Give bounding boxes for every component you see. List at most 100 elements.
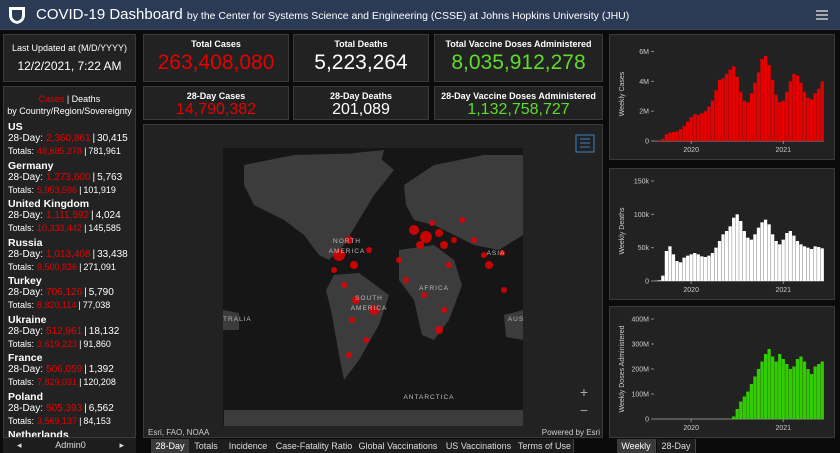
stat-line: 28-Day: 706,126 | 5,790 [8,287,134,299]
bar [707,255,711,281]
bar [714,90,718,141]
title: COVID-19 Dashboard by the Center for Sys… [36,6,629,23]
chart: Weekly Cases 0 2M 4M 6M 2020 2021 [619,49,824,154]
bar [749,93,754,141]
bar [802,246,807,281]
line-label: Totals: [8,338,35,349]
country-row[interactable]: France 28-Day: 506,059 | 1,392 Totals: 7,829,0… [8,352,134,388]
chart-panel: Weekly Cases 0 2M 4M 6M 2020 2021 [609,34,835,160]
line-label: 28-Day: [8,210,44,221]
bar [721,234,725,281]
line-deaths: 271,091 [83,261,116,272]
bar [661,275,665,281]
bar [678,129,683,141]
bar [753,82,757,141]
tab[interactable]: Terms of Use [516,439,574,453]
stat-line: 28-Day: 506,059 | 1,392 [8,364,134,376]
bar [693,253,697,281]
line-label: Totals: [8,415,35,426]
country-name: Germany [8,159,54,172]
stat-line: 28-Day: 1,273,600 | 5,763 [8,172,134,184]
bar [785,364,789,419]
y-tick-label: 100M [631,392,649,399]
bar [749,239,754,281]
country-row[interactable]: Russia 28-Day: 1,013,408 | 33,438 Totals: 9,50… [8,237,134,273]
tab[interactable]: 28-Day [657,439,696,453]
map: NORTH AMERICA SOUTH AMERICA AFRICA ASIA TRALIA… [148,134,600,437]
powered-by: Powered by Esri [542,428,600,437]
list-toggle[interactable] [575,134,595,153]
bar [678,262,683,281]
map-label: NORTH [333,238,361,245]
stat-panel: Total Cases 263,408,080 [143,34,289,82]
bar [760,361,764,419]
map-label: TRALIA [223,316,252,323]
stat-line: Totals: 9,500,836 | 271,091 [8,261,134,273]
line-deaths: 1,392 [88,364,114,375]
line-deaths: 120,208 [83,377,116,387]
country-row[interactable]: Germany 28-Day: 1,273,600 | 5,763 Totals: 5,95… [8,160,134,196]
chart-panel: Weekly Deaths 0 50k 100k 150k 2020 2021 [609,168,835,300]
bar [675,131,679,141]
stat-panel: 28-Day Deaths 201,089 [293,86,429,120]
attribution: Esri, FAO, NOAA [148,428,210,437]
bar [806,369,810,419]
line-label: 28-Day: [8,325,44,337]
x-tick-label: 2020 [683,287,699,294]
subtitle: by the Center for Systems Science and En… [186,10,630,22]
country-row[interactable]: Turkey 28-Day: 706,126 | 5,790 Totals: 8,820,1… [8,275,134,311]
y-tick-label: 300M [631,342,649,349]
country-name: United Kingdom [8,198,90,210]
stat-line: Totals: 7,829,031 | 120,208 [8,376,134,388]
tab[interactable]: Global Vaccinations [355,439,442,453]
updated-label: Last Updated at (M/D/YYYY) [11,43,128,53]
bar [693,114,697,141]
tab[interactable]: Totals [189,439,224,453]
stat-label: Total Cases [191,39,241,49]
bar [771,79,775,141]
tab[interactable]: Case-Fatality Ratio [273,439,356,453]
bar [799,82,803,141]
list-footer[interactable]: ◂ Admin0 ▸ [3,438,136,453]
zoom-in[interactable]: + [580,384,588,400]
map-label: ASIA [487,250,506,257]
bar [675,261,679,281]
bar [820,361,824,419]
line-label: Totals: [8,261,35,272]
separator: | [84,364,87,375]
bar [788,231,792,281]
tab[interactable]: Incidence [223,439,274,453]
map-label: AMERICA [351,305,388,312]
bar [728,69,732,141]
country-row[interactable]: Poland 28-Day: 505,393 | 6,562 Totals: 3,569,1… [8,391,134,427]
bar [657,280,661,281]
line-label: Totals: [8,184,35,195]
line-label: 28-Day: [8,133,44,144]
tab[interactable]: Weekly [617,439,656,453]
stat-line: Totals: 48,685,278 | 781,961 [8,145,134,157]
bar [799,244,803,281]
country-row[interactable]: Netherlands [8,429,134,437]
country-row[interactable]: United Kingdom 28-Day: 1,111,592 | 4,024 Tota… [8,198,134,234]
bar [809,99,814,141]
country-row[interactable]: US 28-Day: 2,360,861 | 30,415 Totals: 48,685,2… [8,121,134,157]
separator: | [79,377,82,387]
stat-line: Totals: 10,333,442 | 145,585 [8,222,134,234]
bar [735,214,739,281]
bar [788,81,792,141]
menu-icon[interactable] [815,9,829,21]
tab[interactable]: US Vaccinations [441,439,517,453]
bar [749,384,754,419]
zoom-out[interactable]: − [580,402,588,418]
updated-value: 12/2/2021, 7:22 AM [17,59,122,73]
stat-panel: Total Deaths 5,223,264 [293,34,429,82]
bar [742,231,746,281]
bar [753,234,757,281]
tab[interactable]: 28-Day [151,439,190,453]
bar [664,134,669,141]
x-tick-label: 2021 [775,147,791,154]
map-label: ANTARCTICA [403,394,454,401]
bar [717,79,722,141]
country-row[interactable]: Ukraine 28-Day: 512,961 | 18,132 Totals: 3,619… [8,314,134,350]
bar [809,249,814,281]
